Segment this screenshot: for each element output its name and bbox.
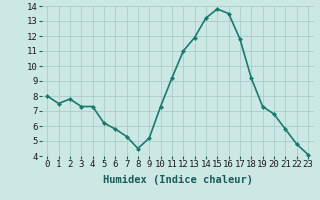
X-axis label: Humidex (Indice chaleur): Humidex (Indice chaleur) — [103, 175, 252, 185]
